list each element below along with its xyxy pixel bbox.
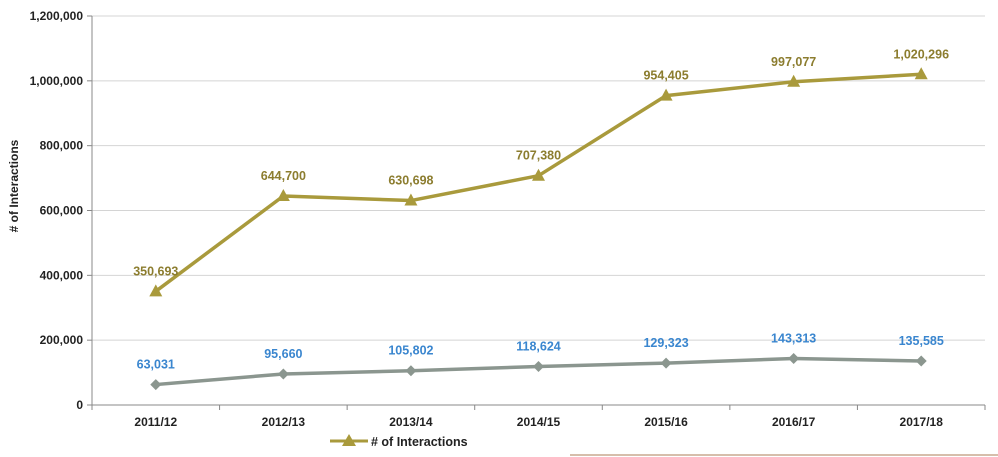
x-tick-label: 2014/15	[517, 415, 561, 429]
y-tick-label: 1,200,000	[30, 9, 84, 23]
x-tick-label: 2013/14	[389, 415, 433, 429]
y-tick-label: 800,000	[40, 139, 84, 153]
legend: # of Interactions	[330, 434, 468, 449]
x-tick-label: 2011/12	[134, 415, 177, 429]
triangle-marker	[914, 67, 928, 80]
y-tick-label: 400,000	[40, 268, 84, 282]
triangle-marker	[404, 193, 418, 206]
data-label: 143,313	[771, 332, 816, 346]
data-label: 63,031	[137, 358, 175, 372]
y-tick-label: 600,000	[40, 204, 84, 218]
data-label: 95,660	[264, 347, 302, 361]
triangle-marker	[276, 189, 290, 202]
data-label: 105,802	[388, 344, 433, 358]
data-label: 997,077	[771, 55, 816, 69]
diamond-marker	[277, 368, 289, 380]
data-label: 1,020,296	[893, 47, 949, 61]
diamond-marker	[788, 353, 800, 365]
triangle-marker	[659, 88, 673, 101]
y-tick-label: 1,000,000	[30, 74, 84, 88]
diamond-marker	[660, 357, 672, 369]
legend-label: # of Interactions	[371, 435, 468, 449]
y-axis: 0 200,000 400,000 600,000 800,000 1,000,000 1,…	[30, 9, 93, 412]
x-axis: 2011/12 2012/13 2013/14 2014/15 2015/16 2016/…	[91, 404, 986, 429]
data-label: 135,585	[899, 334, 944, 348]
x-tick-label: 2012/13	[262, 415, 306, 429]
triangle-marker	[787, 74, 801, 87]
data-label: 707,380	[516, 149, 561, 163]
y-tick-label: 200,000	[40, 333, 84, 347]
data-label: 350,693	[133, 264, 178, 278]
data-labels: 350,693 644,700 630,698 707,380 954,405 997,0…	[133, 47, 949, 371]
y-tick-label: 0	[76, 398, 83, 412]
gridlines	[92, 15, 985, 341]
x-tick-label: 2016/17	[772, 415, 816, 429]
series-group	[149, 67, 928, 391]
data-label: 644,700	[261, 169, 306, 183]
x-tick-label: 2015/16	[644, 415, 688, 429]
data-label: 630,698	[388, 174, 433, 188]
triangle-marker	[532, 168, 545, 181]
triangle-marker	[149, 284, 163, 297]
data-label: 129,323	[643, 336, 688, 350]
diamond-marker	[405, 365, 417, 377]
x-tick-label: 2017/18	[900, 415, 944, 429]
y-axis-label: # of Interactions	[7, 139, 21, 232]
diamond-marker	[915, 355, 927, 367]
diamond-marker	[150, 379, 162, 391]
data-label: 118,624	[516, 340, 561, 354]
diamond-marker	[533, 361, 544, 373]
legend-triangle-marker	[342, 434, 356, 446]
data-label: 954,405	[643, 69, 688, 83]
